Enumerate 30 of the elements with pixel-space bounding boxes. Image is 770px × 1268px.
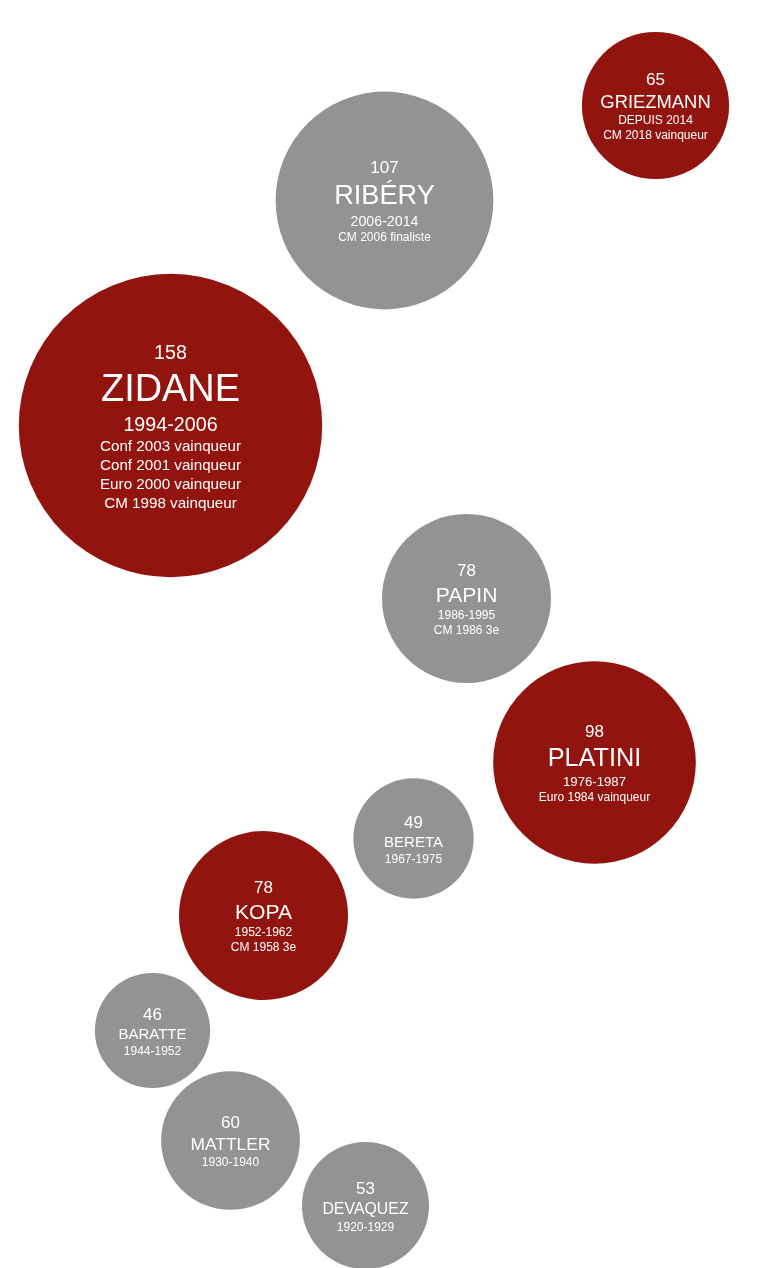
- category-label: DEVAQUEZ: [322, 1200, 409, 1218]
- data-label: 49: [404, 812, 423, 832]
- category-label: ZIDANE: [101, 366, 240, 409]
- category-label: GRIEZMANN: [600, 90, 711, 112]
- category-label: MATTLER: [190, 1133, 271, 1154]
- text: 1952-1962 CM 1958 3e: [230, 925, 297, 954]
- text: 1944-1952: [123, 1044, 182, 1058]
- data-label: 158: [154, 340, 187, 363]
- category-label: BARATTE: [118, 1025, 187, 1043]
- data-label: 78: [254, 878, 273, 898]
- text: 1994-2006 Conf 2003 vainqueur Conf 2001 vainqueur Euro 2000 vainqueur CM 1998 vainqueur: [99, 412, 242, 511]
- data-label: 107: [370, 158, 399, 178]
- text: 1920-1929: [336, 1219, 395, 1234]
- text: 1930-1940: [201, 1155, 260, 1170]
- category-label: RIBÉRY: [334, 179, 435, 211]
- text: 1986-1995 CM 1986 3e: [433, 608, 500, 637]
- text: 1976-1987 Euro 1984 vainqueur: [538, 773, 651, 805]
- text: 1967-1975: [384, 852, 443, 867]
- data-label: 78: [457, 561, 476, 581]
- category-label: PLATINI: [547, 743, 642, 772]
- category-label: BERETA: [384, 833, 443, 851]
- text: DEPUIS 2014 CM 2018 vainqueur: [603, 113, 708, 143]
- text: 2006-2014 CM 2006 finaliste: [338, 212, 432, 244]
- category-label: KOPA: [234, 899, 293, 923]
- category-label: PAPIN: [435, 582, 498, 606]
- data-label: 65: [646, 70, 665, 89]
- data-label: 60: [221, 1113, 240, 1133]
- data-label: 98: [585, 721, 604, 741]
- data-label: 46: [143, 1004, 162, 1024]
- data-label: 53: [356, 1179, 375, 1199]
